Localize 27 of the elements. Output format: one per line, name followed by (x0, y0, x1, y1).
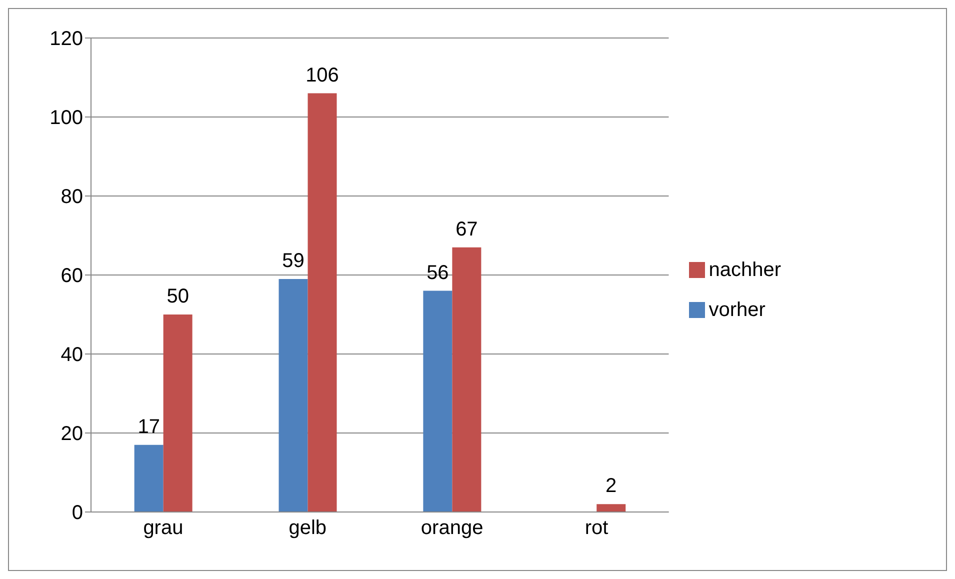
bar (596, 504, 626, 512)
data-label: 17 (138, 416, 160, 438)
bar (308, 93, 337, 512)
y-tick-label: 120 (50, 28, 83, 50)
y-tick-label: 40 (60, 344, 83, 366)
x-tick-label: orange (420, 517, 484, 540)
y-tick-label: 20 (60, 423, 83, 446)
data-label: 67 (456, 218, 478, 240)
bar (423, 290, 452, 512)
x-tick-label: rot (584, 517, 609, 540)
data-label: 50 (166, 286, 189, 308)
bar (278, 278, 308, 512)
bar (163, 314, 192, 512)
x-tick-label: gelb (288, 517, 327, 540)
data-label: 59 (282, 250, 304, 272)
y-tick-label: 80 (60, 186, 83, 208)
y-tick-label: 0 (72, 502, 83, 524)
legend-label: nachher (708, 258, 781, 280)
bar (134, 444, 164, 512)
data-label: 106 (306, 64, 339, 86)
data-label: 2 (606, 475, 617, 498)
bar (452, 247, 482, 512)
data-label: 56 (426, 262, 449, 284)
x-tick-label: grau (143, 517, 184, 540)
legend-label: vorher (708, 298, 766, 320)
y-tick-label: 100 (50, 107, 83, 130)
y-tick-label: 60 (60, 265, 83, 288)
